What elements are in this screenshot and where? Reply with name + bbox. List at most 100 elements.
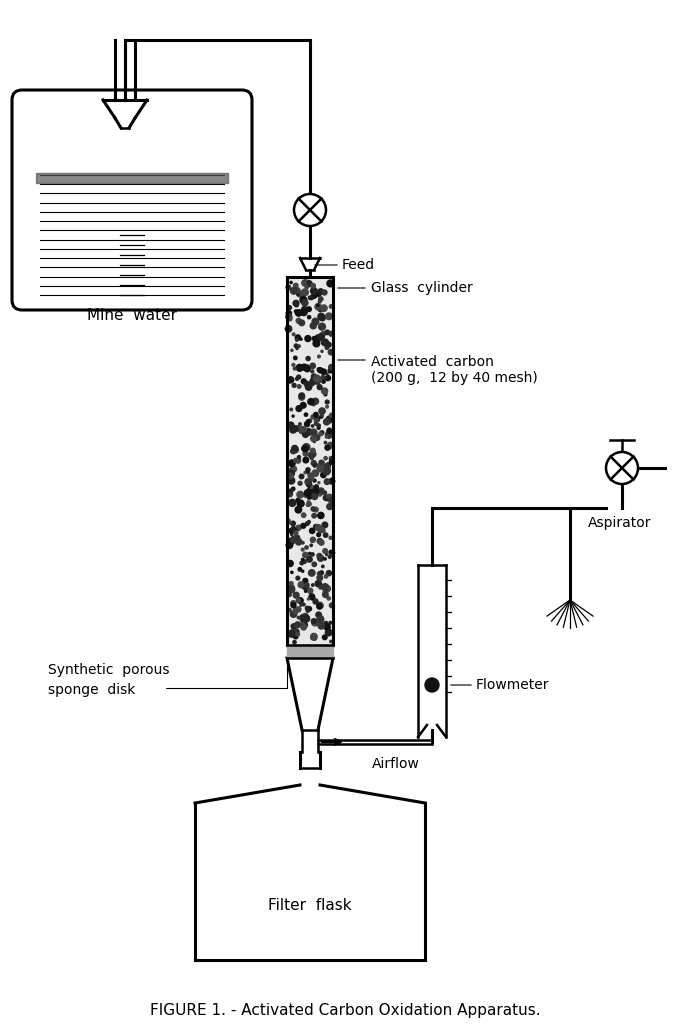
Circle shape (305, 583, 309, 587)
Circle shape (324, 533, 328, 538)
Circle shape (305, 546, 308, 549)
Circle shape (288, 306, 291, 310)
Circle shape (302, 311, 304, 314)
Circle shape (312, 294, 317, 299)
Circle shape (311, 507, 315, 511)
Circle shape (303, 552, 308, 557)
Circle shape (318, 301, 321, 303)
Circle shape (303, 444, 310, 450)
Circle shape (308, 419, 312, 422)
Circle shape (313, 507, 318, 512)
Circle shape (310, 378, 316, 384)
Circle shape (312, 493, 317, 500)
Circle shape (308, 552, 311, 555)
Circle shape (328, 349, 334, 355)
Circle shape (290, 600, 296, 606)
Circle shape (310, 370, 314, 373)
Circle shape (293, 333, 295, 336)
Circle shape (311, 619, 316, 624)
Circle shape (295, 377, 299, 380)
Circle shape (310, 528, 315, 534)
Circle shape (290, 533, 293, 536)
Circle shape (292, 364, 295, 367)
Circle shape (317, 539, 322, 544)
Circle shape (307, 557, 312, 562)
Circle shape (317, 603, 323, 609)
Circle shape (327, 504, 333, 510)
Circle shape (288, 471, 295, 477)
Circle shape (288, 593, 291, 596)
Circle shape (290, 611, 297, 617)
Circle shape (308, 453, 314, 458)
Circle shape (318, 622, 324, 629)
Circle shape (302, 615, 309, 622)
Circle shape (302, 445, 308, 451)
Circle shape (328, 497, 334, 503)
Circle shape (302, 618, 304, 620)
Circle shape (327, 596, 331, 600)
Circle shape (302, 558, 304, 561)
Circle shape (296, 425, 302, 432)
Circle shape (302, 280, 308, 286)
Circle shape (308, 296, 312, 300)
Circle shape (302, 379, 306, 383)
Circle shape (317, 603, 322, 607)
Circle shape (303, 615, 310, 622)
Circle shape (286, 314, 292, 320)
Circle shape (297, 294, 299, 296)
Circle shape (319, 493, 322, 496)
Circle shape (324, 456, 327, 459)
Circle shape (313, 375, 320, 382)
Circle shape (310, 436, 316, 442)
Circle shape (322, 522, 328, 527)
Circle shape (302, 619, 304, 621)
Circle shape (324, 464, 330, 470)
Circle shape (294, 528, 297, 533)
Circle shape (304, 413, 308, 416)
Circle shape (300, 403, 306, 408)
Circle shape (325, 436, 328, 438)
Circle shape (310, 544, 313, 547)
Circle shape (304, 590, 306, 592)
Circle shape (287, 470, 293, 476)
Circle shape (312, 470, 319, 477)
Circle shape (306, 609, 310, 612)
Circle shape (306, 503, 310, 507)
Circle shape (305, 479, 311, 485)
Circle shape (324, 442, 326, 444)
Circle shape (310, 553, 314, 556)
Circle shape (324, 623, 327, 626)
Circle shape (326, 571, 331, 576)
Circle shape (317, 426, 320, 430)
Circle shape (319, 540, 324, 545)
Circle shape (312, 619, 319, 626)
Circle shape (288, 609, 291, 612)
Circle shape (293, 356, 297, 359)
Circle shape (296, 365, 303, 371)
Circle shape (311, 460, 316, 466)
Circle shape (306, 607, 309, 610)
Circle shape (317, 488, 324, 494)
Circle shape (293, 634, 298, 639)
Circle shape (321, 473, 326, 478)
Circle shape (290, 468, 293, 472)
Circle shape (326, 373, 328, 375)
Circle shape (288, 379, 291, 383)
Circle shape (296, 607, 301, 612)
Circle shape (294, 194, 326, 226)
Circle shape (299, 394, 304, 401)
Circle shape (306, 307, 311, 311)
Circle shape (317, 616, 324, 622)
Circle shape (287, 560, 293, 566)
Circle shape (322, 380, 325, 383)
Circle shape (318, 482, 320, 484)
Circle shape (308, 598, 310, 600)
Circle shape (317, 355, 320, 357)
FancyBboxPatch shape (12, 90, 252, 310)
Circle shape (292, 586, 294, 588)
Circle shape (310, 636, 315, 640)
Circle shape (322, 636, 327, 640)
Circle shape (290, 426, 296, 433)
Circle shape (288, 459, 295, 467)
Circle shape (296, 576, 299, 580)
